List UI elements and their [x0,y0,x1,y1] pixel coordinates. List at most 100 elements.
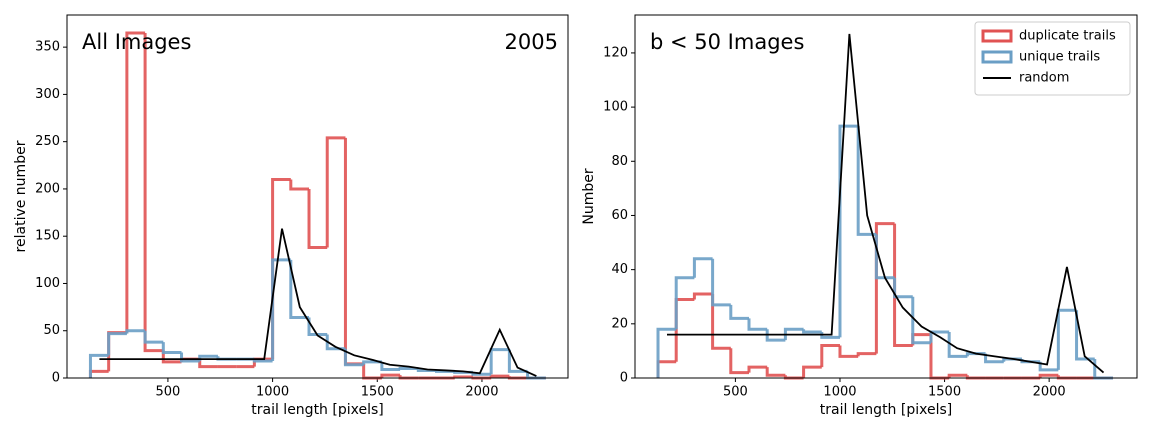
x-tick-label: 500 [723,385,748,400]
histogram-step [674,276,695,330]
histogram-step [711,294,731,350]
y-tick-label: 50 [43,323,60,338]
histogram-step [380,373,401,378]
x-tick-label: 1000 [256,385,289,400]
histogram-step [489,348,510,375]
x-tick-label: 500 [155,385,180,400]
axes-frame [634,14,1138,379]
x-tick-label: 1500 [928,385,961,400]
panel: 500 1000 1500 2000 0 50 100 150 200 250 300 350 All … [13,14,569,418]
histogram-step [656,360,677,378]
panel: 500 1000 1500 2000 0 20 40 60 80 100 120 b < 50 Ima… [581,14,1138,418]
panel-title: b < 50 Images [650,30,804,54]
panel-annotation: 2005 [505,30,558,54]
y-tick-label: 200 [35,181,60,196]
legend-swatch [981,29,1013,43]
legend-frame [974,21,1131,96]
y-tick-label: 250 [35,134,60,149]
histogram-step [856,352,877,357]
y-tick-label: 40 [611,262,628,277]
histogram-step [692,292,713,300]
random-line [99,228,537,377]
histogram-step [820,331,840,339]
histogram-step [380,361,401,371]
x-tick-label: 2000 [1033,385,1066,400]
axes-frame [66,14,569,379]
histogram-step [1038,361,1059,372]
histogram-step [820,343,840,368]
histogram-step [107,332,127,356]
legend: duplicate trails unique trails random [974,21,1131,96]
histogram-step [362,360,382,365]
histogram-step [747,318,768,331]
y-tick-label: 300 [35,87,60,102]
histogram-step [729,304,749,320]
histogram-step [1056,308,1077,370]
histogram-step [765,329,786,342]
y-tick-label: 100 [35,276,60,291]
histogram-step [984,353,1004,364]
histogram-step [180,352,200,363]
y-axis-label: Number [581,168,597,224]
histogram-step [802,365,822,378]
histogram-step [507,349,528,373]
y-tick-label: 80 [611,154,628,169]
x-tick-label: 1000 [823,385,856,400]
legend-label: random [1019,71,1069,86]
y-tick-label: 100 [603,100,628,115]
histogram-step [729,348,749,375]
histogram-step [747,365,768,373]
histogram-step [125,31,146,333]
histogram-step [1038,373,1059,378]
histogram-step [783,327,804,341]
x-axis-label: trail length [pixels] [820,402,952,418]
histogram-step [711,258,731,307]
x-tick-label: 2000 [465,385,498,400]
histogram-step [107,331,127,372]
histogram-step [362,363,382,380]
y-tick-label: 120 [603,45,628,60]
histogram-step [398,367,419,371]
histogram-step [289,179,310,191]
histogram-step [307,188,328,250]
histogram-step [343,348,364,367]
histogram-step [947,373,968,378]
histogram-step [125,329,146,334]
histogram-step [325,136,346,248]
histogram-step [947,331,968,358]
panel-title: All Images [82,30,191,54]
histogram-step [874,222,895,354]
random-line [667,33,1105,374]
histogram-step [856,126,877,236]
histogram-step [343,137,364,366]
y-tick-label: 20 [611,316,628,331]
histogram-step [802,329,822,334]
y-tick-label: 150 [35,229,60,244]
y-axis-label: relative number [13,140,29,252]
legend-swatch [981,50,1013,64]
histogram-step [893,277,913,299]
histogram-step [838,345,859,358]
y-tick-label: 0 [620,371,628,386]
histogram-step [674,297,695,362]
legend-label: duplicate trails [1019,29,1116,44]
legend-label: unique trails [1019,50,1100,65]
histogram-step [765,367,786,377]
histogram-step [161,342,182,354]
histogram-step [526,371,546,380]
histogram-step [289,259,310,319]
histogram-step [88,353,109,378]
histogram-step [692,257,713,278]
histogram-step [143,330,164,344]
histogram-step [143,32,164,353]
histogram-step [161,350,182,364]
histogram-step [656,327,677,378]
y-tick-label: 350 [35,40,60,55]
x-axis-label: trail length [pixels] [251,402,383,418]
histogram-step [271,258,291,361]
histogram-step [198,359,218,369]
histogram-step [838,124,859,338]
histogram-step [911,296,931,345]
